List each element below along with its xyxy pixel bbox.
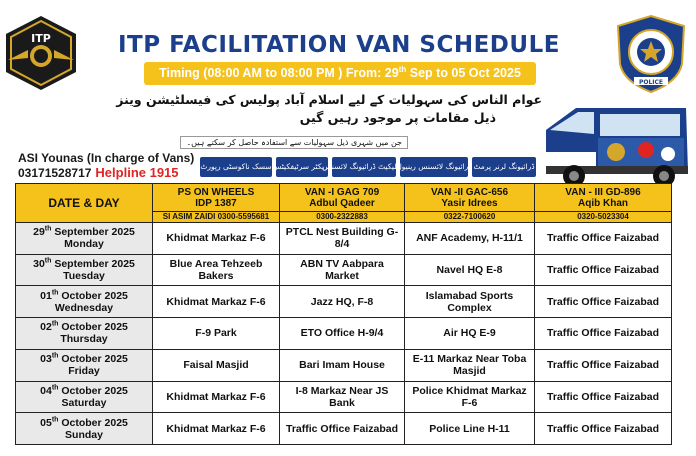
svg-text:ITP: ITP <box>31 32 51 45</box>
table-row: 03th October 2025 Friday Faisal Masjid Ba… <box>15 348 672 382</box>
incharge-phone: 03171528717 <box>18 166 92 180</box>
date-cell: 01th October 2025 Wednesday <box>15 285 153 319</box>
table-row: 05th October 2025 Sunday Khidmat Markaz F… <box>15 412 672 445</box>
location-cell: E-11 Markaz Near Toba Masjid <box>404 348 535 382</box>
location-cell: ANF Academy, H-11/1 <box>404 222 535 255</box>
service-chip: سسک ناکوسٹی رپورٹ <box>200 157 272 177</box>
location-cell: Traffic Office Faizabad <box>534 253 672 287</box>
location-cell: Traffic Office Faizabad <box>534 285 672 319</box>
services-list: سسک ناکوسٹی رپورٹ کریکٹر سرٹیفکیٹس ڈوپلی… <box>200 157 536 177</box>
location-cell: ABN TV Aabpara Market <box>279 253 405 287</box>
location-cell: Traffic Office Faizabad <box>279 412 405 445</box>
location-cell: Police Line H-11 <box>404 412 535 445</box>
urdu-intro-line-2: ذیل مقامات پر موجود رہیں گیں <box>299 110 496 125</box>
table-row: 04th October 2025 Saturday Khidmat Markaz… <box>15 380 672 414</box>
incharge-name: ASI Younas (In charge of Vans) <box>18 151 195 165</box>
urdu-intro-line-1: عوام الناس کی سہولیات کے لیے اسلام آباد … <box>116 92 542 107</box>
service-chip: کریکٹر سرٹیفکیٹس <box>272 157 332 177</box>
location-cell: Jazz HQ, F-8 <box>279 285 405 319</box>
location-cell: F-9 Park <box>152 317 280 350</box>
location-cell: Traffic Office Faizabad <box>534 412 672 445</box>
svg-text:POLICE: POLICE <box>639 79 663 86</box>
contact-line: 03171528717 Helpline 1915 <box>18 165 179 180</box>
date-cell: 29th September 2025 Monday <box>15 222 153 255</box>
column-header-ps-on-wheels: PS ON WHEELS IDP 1387 <box>152 183 280 212</box>
column-header-van-3: VAN - III GD-896 Aqib Khan <box>534 183 672 212</box>
location-cell: Blue Area Tehzeeb Bakers <box>152 253 280 287</box>
location-cell: PTCL Nest Building G-8/4 <box>279 222 405 255</box>
location-cell: Khidmat Markaz F-6 <box>152 380 280 414</box>
column-contact: 0322-7100620 <box>404 211 535 223</box>
timing-banner: Timing (08:00 AM to 08:00 PM ) From: 29t… <box>144 62 536 85</box>
location-cell: Faisal Masjid <box>152 348 280 382</box>
location-cell: Khidmat Markaz F-6 <box>152 285 280 319</box>
location-cell: Air HQ E-9 <box>404 317 535 350</box>
date-cell: 05th October 2025 Sunday <box>15 412 153 445</box>
table-row: 01th October 2025 Wednesday Khidmat Marka… <box>15 285 672 319</box>
table-row: 02th October 2025 Thursday F-9 Park ETO O… <box>15 317 672 350</box>
location-cell: Traffic Office Faizabad <box>534 222 672 255</box>
date-day-header: DATE & DAY <box>15 183 153 223</box>
location-cell: Khidmat Markaz F-6 <box>152 222 280 255</box>
location-cell: Bari Imam House <box>279 348 405 382</box>
service-chip: ڈرائیونگ لائسنس رینیول <box>396 157 472 177</box>
date-cell: 04th October 2025 Saturday <box>15 380 153 414</box>
column-contact: SI ASIM ZAIDI 0300-5595681 <box>152 211 280 223</box>
column-header-van-2: VAN -II GAC-656 Yasir Idrees <box>404 183 535 212</box>
location-cell: Traffic Office Faizabad <box>534 380 672 414</box>
location-cell: Police Khidmat Markaz F-6 <box>404 380 535 414</box>
service-chip: ڈرائیونگ لرنر پرمٹ <box>472 157 536 177</box>
police-badge-logo: POLICE <box>616 14 686 94</box>
location-cell: Islamabad Sports Complex <box>404 285 535 319</box>
location-cell: Khidmat Markaz F-6 <box>152 412 280 445</box>
column-contact: 0320-5023304 <box>534 211 672 223</box>
schedule-table: DATE & DAY PS ON WHEELS IDP 1387 VAN -I G… <box>15 183 672 445</box>
service-chip: ڈوپلیکیٹ ڈرائیونگ لائسنس <box>322 157 406 177</box>
table-row: 30th September 2025 Tuesday Blue Area Teh… <box>15 253 672 287</box>
date-cell: 03th October 2025 Friday <box>15 348 153 382</box>
location-cell: Traffic Office Faizabad <box>534 317 672 350</box>
facilitation-van-image <box>546 108 688 187</box>
date-cell: 02th October 2025 Thursday <box>15 317 153 350</box>
location-cell: Navel HQ E-8 <box>404 253 535 287</box>
location-cell: ETO Office H-9/4 <box>279 317 405 350</box>
itp-logo: ITP <box>6 16 76 90</box>
table-row: 29th September 2025 Monday Khidmat Markaz… <box>15 222 672 255</box>
date-cell: 30th September 2025 Tuesday <box>15 253 153 287</box>
table-header-row: DATE & DAY PS ON WHEELS IDP 1387 VAN -I G… <box>15 183 672 223</box>
column-header-van-1: VAN -I GAG 709 Adbul Qadeer <box>279 183 405 212</box>
location-cell: Traffic Office Faizabad <box>534 348 672 382</box>
helpline-number: Helpline 1915 <box>95 165 179 180</box>
column-contact: 0300-2322883 <box>279 211 405 223</box>
location-cell: I-8 Markaz Near JS Bank <box>279 380 405 414</box>
contact-row: SI ASIM ZAIDI 0300-5595681 0300-2322883 … <box>16 211 672 223</box>
page-title: ITP FACILITATION VAN SCHEDULE <box>118 32 560 58</box>
urdu-services-note: جن میں شہری ذیل سہولیات سے استفادہ حاصل … <box>180 136 408 149</box>
